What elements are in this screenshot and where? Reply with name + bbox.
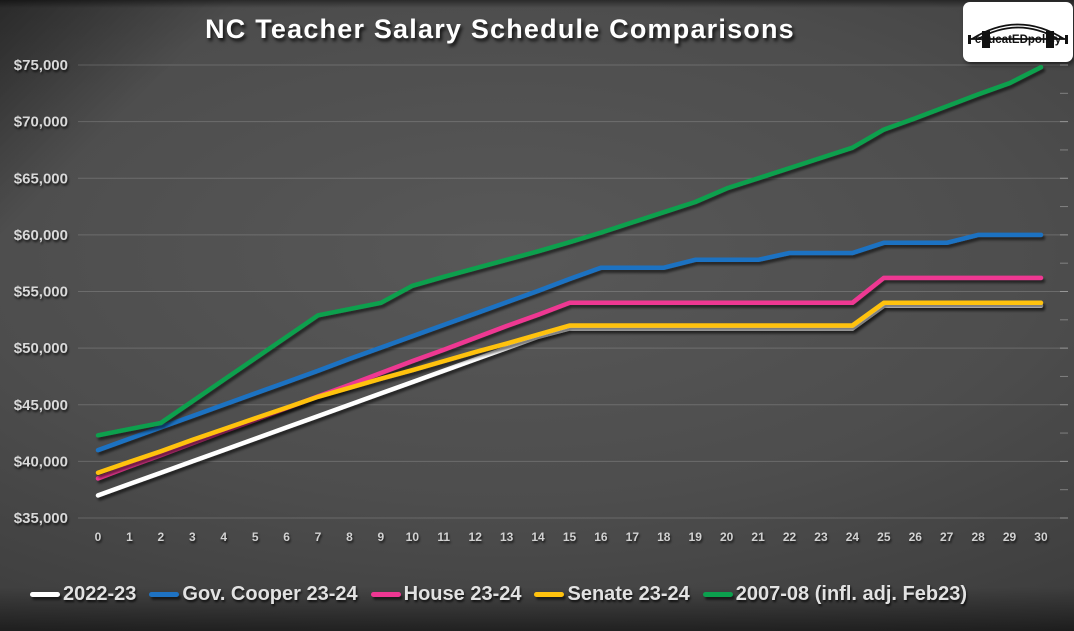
legend-swatch (30, 592, 60, 597)
x-axis-label: 15 (563, 530, 577, 544)
x-axis-label: 6 (283, 530, 290, 544)
y-axis-label: $55,000 (14, 284, 68, 301)
legend-item: Senate 23-24 (534, 583, 690, 606)
y-axis-label: $50,000 (14, 340, 68, 357)
x-axis-label: 1 (126, 530, 133, 544)
x-axis-label: 9 (378, 530, 385, 544)
y-axis-label: $60,000 (14, 227, 68, 244)
x-axis-label: 25 (877, 530, 891, 544)
y-axis-label: $45,000 (14, 397, 68, 414)
x-axis-label: 5 (252, 530, 259, 544)
y-axis-label: $70,000 (14, 114, 68, 131)
x-axis-label: 0 (95, 530, 102, 544)
x-axis-label: 17 (626, 530, 640, 544)
x-axis-label: 7 (315, 530, 322, 544)
y-axis-label: $65,000 (14, 170, 68, 187)
y-axis-label: $75,000 (14, 57, 68, 74)
legend-swatch (149, 592, 180, 597)
x-axis-label: 29 (1003, 530, 1017, 544)
series-line-senate-23-24 (95, 300, 1044, 475)
legend-swatch (370, 592, 401, 597)
x-axis-label: 16 (594, 530, 608, 544)
legend-label: 2007-08 (infl. adj. Feb23) (735, 583, 967, 605)
legend-label: Senate 23-24 (567, 583, 690, 605)
legend-item: 2007-08 (infl. adj. Feb23) (702, 583, 967, 606)
educatedpolicy-logo: educatEDpolicy (963, 2, 1073, 62)
x-axis-label: 23 (814, 530, 828, 544)
x-axis-label: 24 (846, 530, 860, 544)
x-axis-label: 10 (406, 530, 420, 544)
logo-text: educatEDpolicy (975, 34, 1062, 46)
x-axis-label: 20 (720, 530, 734, 544)
plot-area: $35,000 $40,000 $45,000 $50,000 $55,000 $60,0… (14, 57, 1068, 544)
legend-item: House 23-24 (370, 583, 522, 606)
legend-label: House 23-24 (403, 583, 522, 605)
logo-arch-icon: educatEDpolicy (968, 23, 1068, 48)
x-axis-label: 19 (689, 530, 703, 544)
x-axis-label: 22 (783, 530, 797, 544)
series-line-2022-23 (95, 303, 1044, 498)
x-axis-label: 28 (971, 530, 985, 544)
legend-label: Gov. Cooper 23-24 (182, 583, 358, 605)
chart-title: NC Teacher Salary Schedule Comparisons (205, 14, 795, 44)
x-axis-label: 26 (909, 530, 923, 544)
x-axis-label: 11 (437, 530, 450, 544)
x-axis-label: 4 (220, 530, 227, 544)
legend: 2022-23 Gov. Cooper 23-24 House 23-24 Senat… (30, 583, 1060, 606)
y-axis-label: $40,000 (14, 453, 68, 470)
x-axis-label: 3 (189, 530, 196, 544)
series-line-2007-08-infl-adj-feb23 (95, 65, 1044, 438)
x-axis-label: 2 (158, 530, 165, 544)
x-axis-label: 18 (657, 530, 671, 544)
x-axis-label: 27 (940, 530, 954, 544)
legend-item: Gov. Cooper 23-24 (149, 583, 358, 606)
legend-label: 2022-23 (63, 583, 137, 605)
x-axis-label: 14 (531, 530, 545, 544)
x-axis-label: 8 (346, 530, 353, 544)
x-axis-label: 30 (1034, 530, 1048, 544)
y-axis-label: $35,000 (14, 510, 68, 527)
legend-swatch (702, 592, 733, 597)
x-axis-label: 12 (469, 530, 483, 544)
x-axis-label: 13 (500, 530, 514, 544)
legend-item: 2022-23 (30, 583, 136, 606)
series-line-gov-cooper-23-24 (95, 232, 1044, 453)
legend-swatch (534, 592, 565, 597)
x-axis-label: 21 (751, 530, 765, 544)
